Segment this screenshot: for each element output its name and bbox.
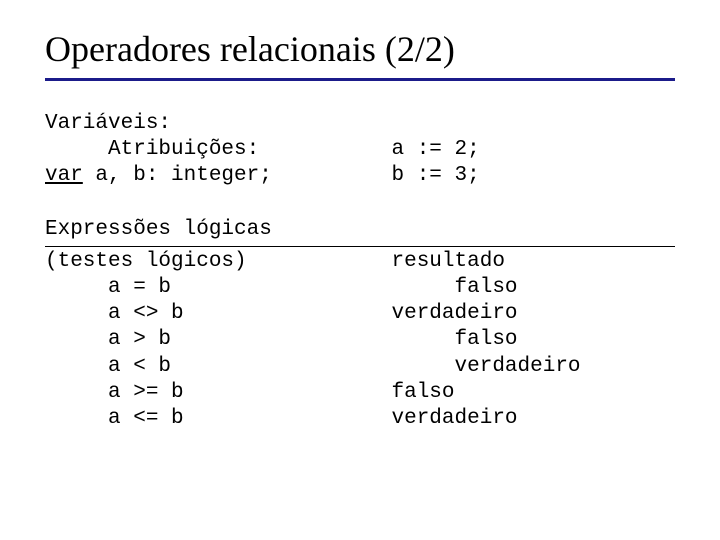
title-underline (45, 78, 675, 81)
page-title: Operadores relacionais (2/2) (45, 30, 675, 70)
label-atribuicoes: Atribuições: (45, 138, 259, 161)
keyword-var: var (45, 164, 83, 187)
expr-neq: a <> b (45, 302, 184, 325)
block1-left: Variáveis: Atribuições: var a, b: intege… (45, 111, 392, 190)
block2-right-header-empty (392, 217, 676, 243)
expr-lte: a <= b (45, 407, 184, 430)
content: Variáveis: Atribuições: var a, b: intege… (45, 111, 675, 433)
label-resultado: resultado (392, 250, 505, 273)
block2-right-body: resultado falso verdadeiro falso verdade… (392, 249, 676, 433)
thin-rule (45, 246, 675, 247)
decl-vars: a, b: integer; (83, 164, 272, 187)
result-lte: verdadeiro (392, 407, 518, 430)
expr-eq: a = b (45, 276, 171, 299)
assign-b: b := 3; (392, 164, 480, 187)
expr-gt: a > b (45, 328, 171, 351)
block-expressions: Expressões lógicas (testes lógicos) a = … (45, 217, 675, 432)
result-neq: verdadeiro (392, 302, 518, 325)
result-gt: falso (392, 328, 518, 351)
result-lt: verdadeiro (392, 355, 581, 378)
result-gte: falso (392, 381, 455, 404)
expr-gte: a >= b (45, 381, 184, 404)
block2-body-row: (testes lógicos) a = b a <> b a > b a < … (45, 249, 675, 433)
block-variables: Variáveis: Atribuições: var a, b: intege… (45, 111, 675, 190)
label-testes: (testes lógicos) (45, 250, 247, 273)
expr-lt: a < b (45, 355, 171, 378)
block2-left-header: Expressões lógicas (45, 217, 392, 243)
block1-right: a := 2; b := 3; (392, 111, 676, 190)
slide: Operadores relacionais (2/2) Variáveis: … (0, 0, 720, 540)
block2-header-row: Expressões lógicas (45, 217, 675, 243)
block2-left-body: (testes lógicos) a = b a <> b a > b a < … (45, 249, 392, 433)
label-variaveis: Variáveis: (45, 112, 171, 135)
result-eq: falso (392, 276, 518, 299)
assign-a: a := 2; (392, 138, 480, 161)
